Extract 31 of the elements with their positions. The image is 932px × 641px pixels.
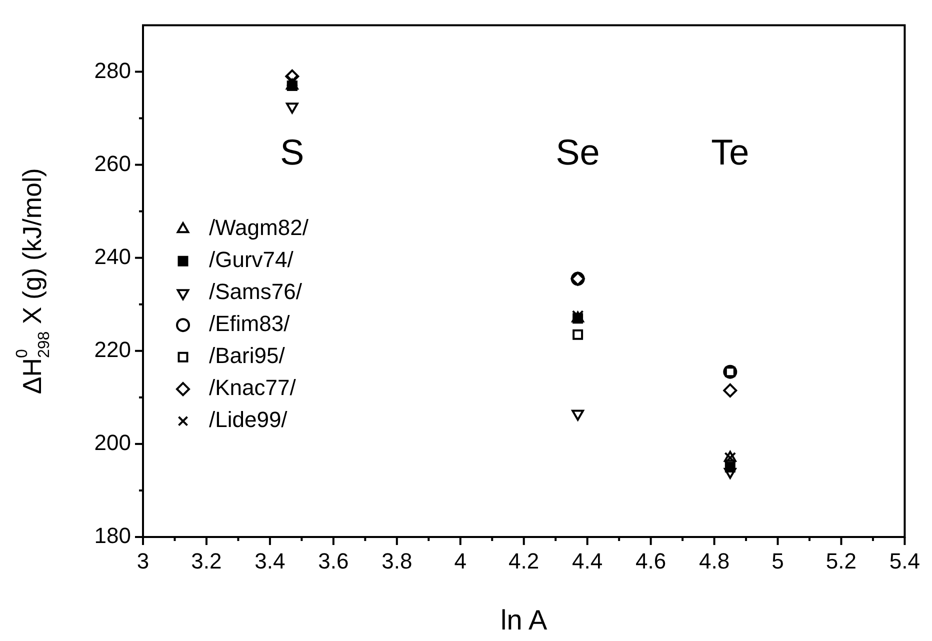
x-tick-label: 4.6 bbox=[636, 548, 666, 574]
y-tick-label: 180 bbox=[94, 523, 131, 548]
legend-label: /Knac77/ bbox=[209, 375, 297, 400]
x-tick-label: 5 bbox=[772, 548, 784, 574]
x-tick-label: 4 bbox=[454, 548, 467, 574]
x-tick-label: 3.4 bbox=[254, 548, 286, 574]
x-tick-label: 4.4 bbox=[572, 548, 603, 574]
x-tick-label: 5.4 bbox=[889, 548, 920, 574]
x-tick-label: 4.8 bbox=[698, 548, 730, 574]
x-tick-label: 3.8 bbox=[382, 548, 412, 574]
legend-label: /Efim83/ bbox=[209, 311, 291, 336]
x-tick-label: 3.2 bbox=[191, 548, 222, 574]
annotation: Te bbox=[711, 132, 750, 173]
y-axis-title: ΔH0298 X (g) (kJ/mol) bbox=[14, 168, 53, 394]
legend-label: /Sams76/ bbox=[209, 279, 303, 304]
y-tick-label: 280 bbox=[94, 58, 131, 83]
y-tick-label: 260 bbox=[94, 150, 131, 176]
legend-label: /Gurv74/ bbox=[209, 247, 294, 272]
x-tick-label: 3 bbox=[136, 548, 150, 574]
legend-label: /Wagm82/ bbox=[209, 215, 310, 240]
x-tick-label: 3.6 bbox=[318, 548, 349, 574]
y-tick-label: 220 bbox=[94, 336, 131, 362]
y-tick-label: 200 bbox=[94, 430, 131, 456]
annotation: S bbox=[280, 132, 304, 173]
annotation: Se bbox=[556, 132, 600, 173]
x-tick-label: 5.2 bbox=[826, 548, 857, 574]
x-axis-title: ln A bbox=[500, 604, 548, 636]
legend-label: /Lide99/ bbox=[209, 407, 288, 432]
y-tick-label: 240 bbox=[94, 244, 131, 269]
x-tick-label: 4.2 bbox=[508, 548, 540, 574]
legend-label: /Bari95/ bbox=[209, 343, 286, 368]
